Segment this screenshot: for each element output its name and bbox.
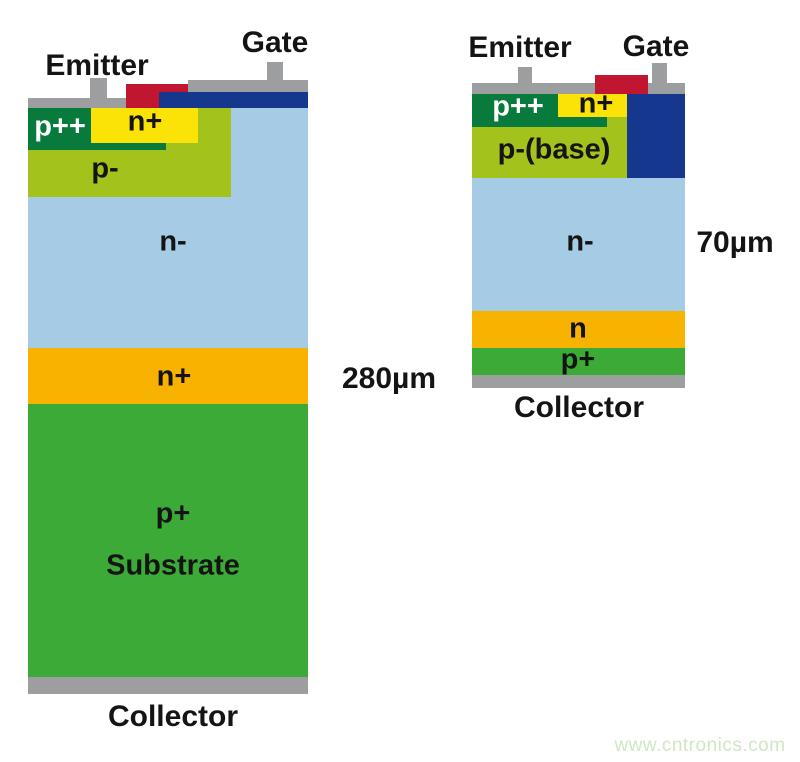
- right-n-plus-source-region: [558, 94, 627, 117]
- left-n-plus-source-label: n+: [127, 105, 163, 138]
- right-gate-oxide-blue: [627, 94, 685, 178]
- left-emitter-label: Emitter: [45, 49, 149, 82]
- right-collector-metal: [472, 375, 685, 388]
- left-gate-contact-tab: [267, 62, 283, 80]
- left-p-plus-substrate-region: [28, 404, 308, 677]
- right-thickness-label: 70µm: [696, 226, 774, 259]
- left-gate-metal: [188, 80, 308, 92]
- left-n-minus-label: n-: [159, 225, 187, 258]
- left-collector-metal: [28, 677, 308, 694]
- right-n-buffer-label: n: [569, 312, 587, 345]
- left-p-plusplus-label: p++: [34, 110, 86, 143]
- left-emitter-contact-tab: [90, 78, 107, 98]
- right-p-base-label: p-(base): [497, 133, 611, 166]
- left-n-plus-source-region: [91, 108, 198, 143]
- right-emitter-metal: [472, 83, 685, 94]
- right-n-plus-source-label: n+: [578, 87, 614, 120]
- right-gate-poly-red: [595, 75, 648, 94]
- left-p-plus-label: p+: [155, 497, 191, 530]
- right-n-minus-label: n-: [566, 225, 594, 258]
- left-p-minus-label: p-: [91, 152, 119, 185]
- right-n-buffer-region: [472, 311, 685, 348]
- left-substrate-label: Substrate: [106, 549, 240, 582]
- right-p-plus-region: [472, 348, 685, 375]
- left-gate-oxide-blue: [159, 92, 308, 108]
- right-gate-contact-tab: [652, 63, 667, 83]
- left-gate-label: Gate: [241, 26, 309, 59]
- left-n-plus-buffer-label: n+: [156, 360, 192, 393]
- watermark-text: www.cntronics.com: [614, 735, 786, 756]
- left-emitter-metal: [28, 98, 126, 108]
- left-collector-label: Collector: [107, 700, 239, 733]
- left-n-plus-buffer-region: [28, 348, 308, 404]
- right-p-plusplus-label: p++: [492, 90, 544, 123]
- left-thickness-label: 280µm: [341, 362, 437, 395]
- right-emitter-contact-tab: [518, 67, 532, 83]
- right-p-plus-label: p+: [560, 343, 596, 376]
- right-emitter-label: Emitter: [468, 31, 572, 64]
- right-gate-label: Gate: [622, 30, 690, 63]
- right-collector-label: Collector: [513, 391, 645, 424]
